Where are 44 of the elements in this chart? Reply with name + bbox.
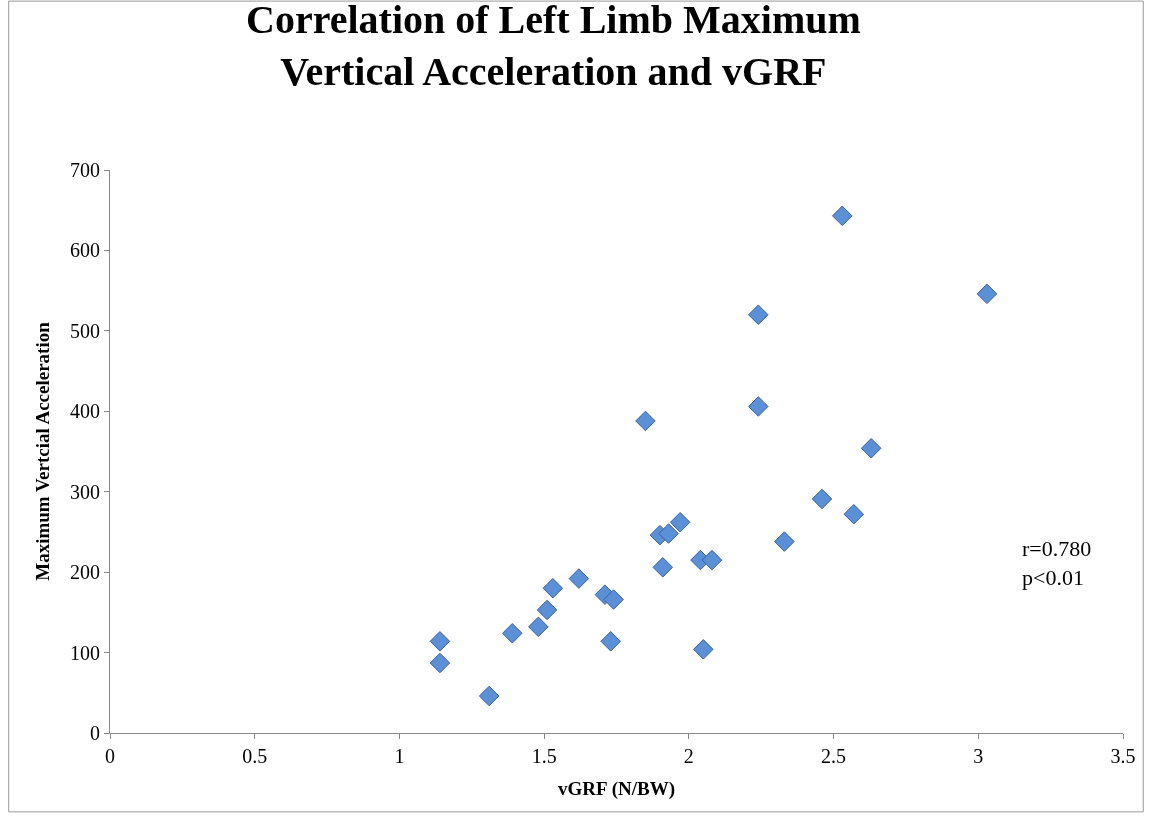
annotation: r=0.780 p<0.01 (1022, 536, 1092, 590)
y-tick-label: 200 (70, 561, 100, 584)
point (748, 396, 769, 417)
point (860, 438, 882, 459)
point (652, 557, 674, 578)
x-tick-label: 2.5 (821, 745, 847, 767)
point (528, 616, 549, 638)
point (976, 283, 998, 305)
point (429, 631, 451, 652)
x-tick-label: 3 (973, 745, 984, 767)
point (701, 549, 723, 571)
point (774, 531, 795, 552)
point (832, 205, 853, 227)
y-tick-label: 300 (70, 480, 100, 503)
point (693, 639, 714, 660)
y-tick-label: 0 (90, 722, 100, 744)
point (600, 631, 621, 652)
point (658, 523, 679, 544)
x-tick-label: 1.5 (531, 745, 557, 767)
y-tick-label: 500 (70, 319, 100, 342)
y-tick-label: 400 (70, 400, 100, 423)
point (542, 577, 564, 599)
y-tick-label: 100 (70, 641, 100, 664)
point (429, 652, 451, 674)
x-tick-label: 1 (394, 745, 405, 767)
x-axis-title: vGRF (N/BW) (558, 777, 675, 800)
point (811, 488, 833, 510)
x-tick-label: 0.5 (242, 745, 268, 767)
point (568, 568, 590, 589)
point (748, 304, 769, 326)
point (478, 685, 500, 707)
chart-title: Correlation of Left Limb Maximum Vertical Acceleration and vGRF (246, 0, 861, 94)
x-tick-label: 2 (683, 745, 694, 767)
point (669, 512, 691, 533)
point (502, 623, 523, 644)
point (843, 503, 865, 525)
y-axis-title: Maximum Vertcial Acceleration (31, 321, 53, 581)
y-tick-label: 600 (70, 239, 100, 262)
point (603, 589, 624, 610)
point (536, 599, 558, 621)
x-tick-label: 3.5 (1110, 745, 1136, 767)
y-tick-label: 700 (70, 159, 100, 181)
x-tick-label: 0 (105, 745, 115, 767)
point (635, 410, 656, 432)
